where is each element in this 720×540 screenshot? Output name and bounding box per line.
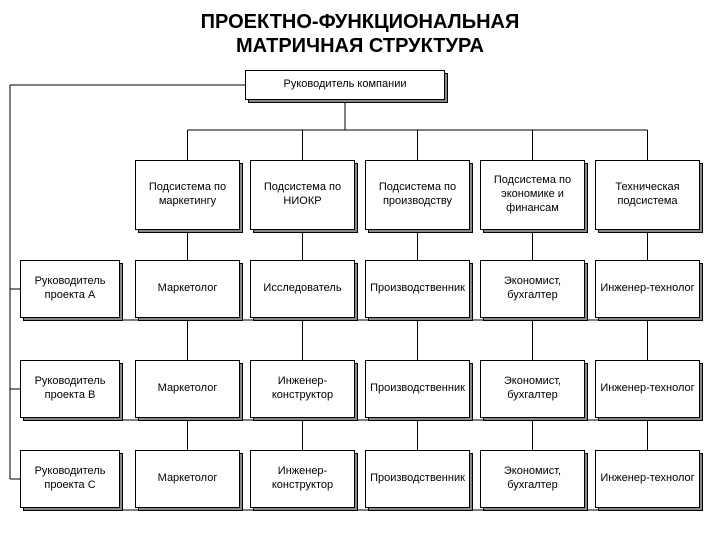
diagram-title: ПРОЕКТНО-ФУНКЦИОНАЛЬНАЯ МАТРИЧНАЯ СТРУКТ… xyxy=(0,0,720,62)
cell-0-0: Маркетолог xyxy=(135,260,240,318)
cell-1-0: Маркетолог xyxy=(135,360,240,418)
cell-1-1: Инженер-конструктор xyxy=(250,360,355,418)
cell-0-1: Исследователь xyxy=(250,260,355,318)
cell-2-1: Инженер-конструктор xyxy=(250,450,355,508)
subsystem-box-2: Подсистема по производству xyxy=(365,160,470,230)
cell-1-2: Производственник xyxy=(365,360,470,418)
cell-1-3: Экономист, бухгалтер xyxy=(480,360,585,418)
cell-0-4: Инженер-технолог xyxy=(595,260,700,318)
cell-0-3: Экономист, бухгалтер xyxy=(480,260,585,318)
cell-0-2: Производственник xyxy=(365,260,470,318)
subsystem-box-0: Подсистема по маркетингу xyxy=(135,160,240,230)
subsystem-box-3: Подсистема по экономике и финансам xyxy=(480,160,585,230)
cell-2-4: Инженер-технолог xyxy=(595,450,700,508)
project-leader-1: Руководитель проекта В xyxy=(20,360,120,418)
cell-2-0: Маркетолог xyxy=(135,450,240,508)
cell-2-2: Производственник xyxy=(365,450,470,508)
title-line-1: ПРОЕКТНО-ФУНКЦИОНАЛЬНАЯ xyxy=(201,11,520,33)
cell-2-3: Экономист, бухгалтер xyxy=(480,450,585,508)
subsystem-box-1: Подсистема по НИОКР xyxy=(250,160,355,230)
ceo-box: Руководитель компании xyxy=(245,70,445,100)
title-line-2: МАТРИЧНАЯ СТРУКТУРА xyxy=(236,35,484,57)
cell-1-4: Инженер-технолог xyxy=(595,360,700,418)
subsystem-box-4: Техническая подсистема xyxy=(595,160,700,230)
project-leader-2: Руководитель проекта С xyxy=(20,450,120,508)
project-leader-0: Руководитель проекта А xyxy=(20,260,120,318)
